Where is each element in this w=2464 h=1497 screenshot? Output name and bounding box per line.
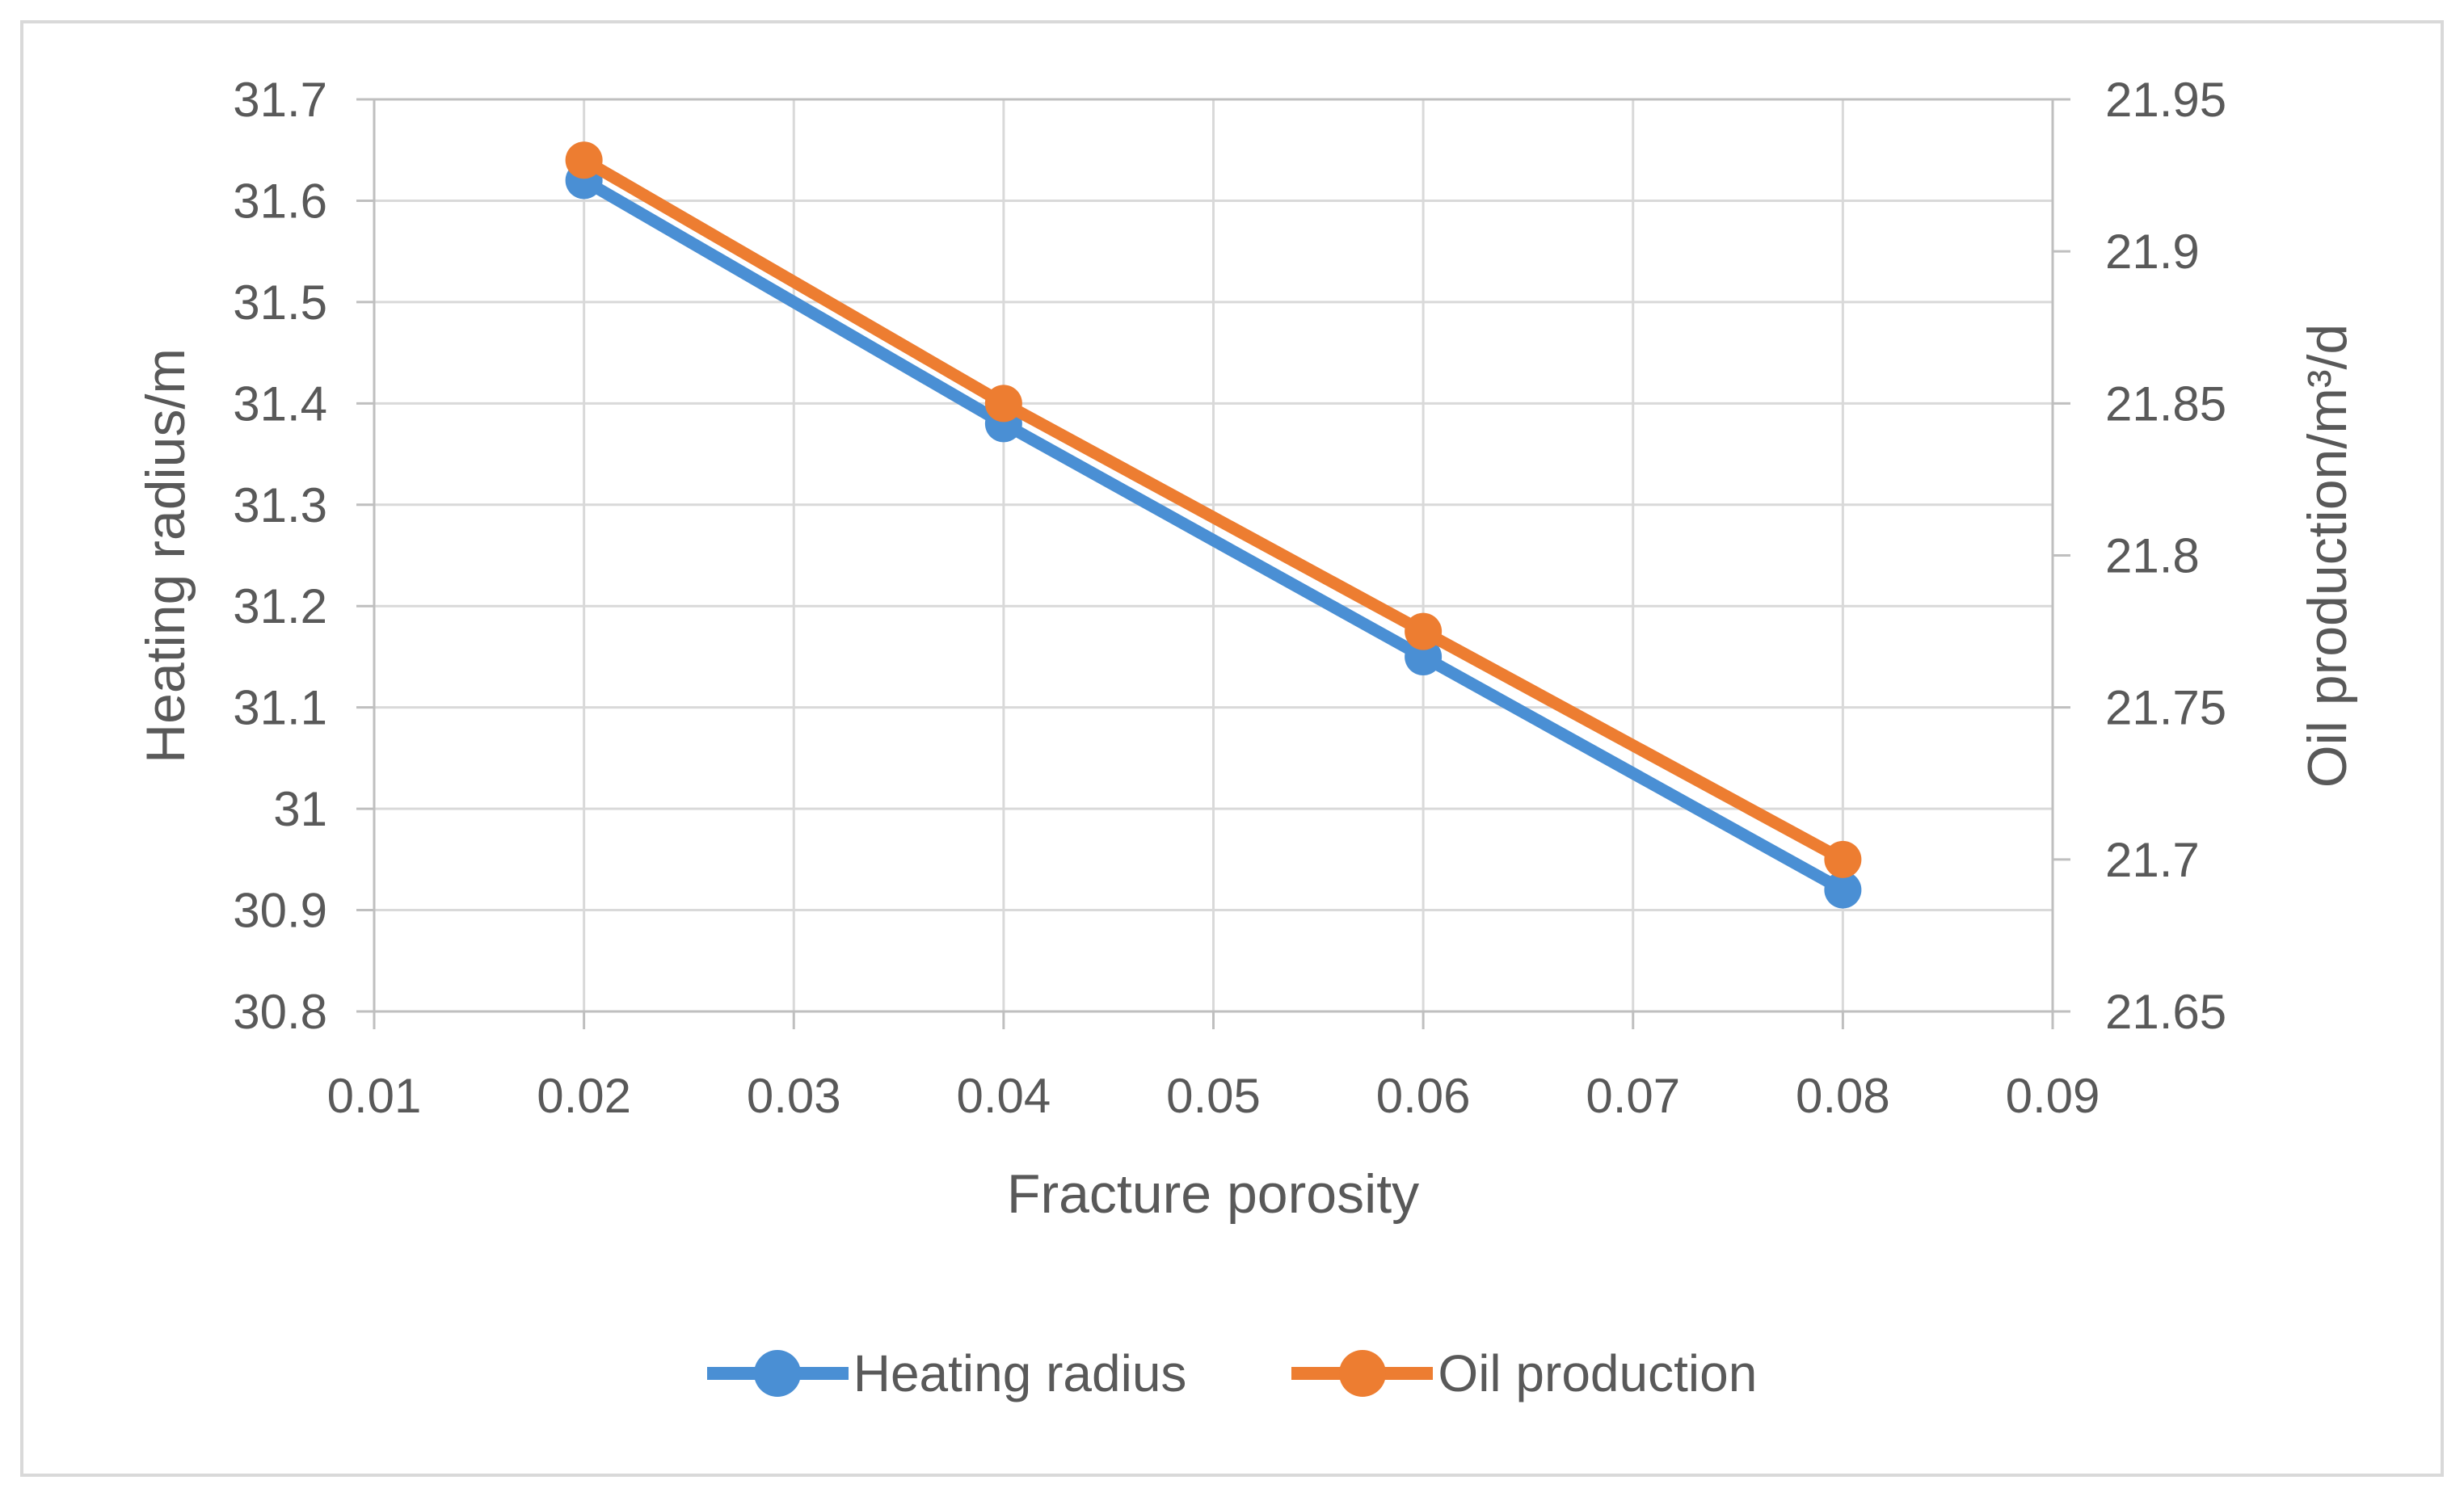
axis-tick-marks (356, 98, 2070, 1029)
series-oil-production-marker (1405, 612, 1443, 650)
y-left-tick-label: 30.8 (233, 985, 327, 1039)
legend-item-oil-production: Oil production (1291, 1348, 1757, 1399)
y-right-tick-label: 21.9 (2105, 225, 2200, 279)
oil-production-legend-marker (1291, 1350, 1434, 1397)
y-left-tick-label: 31.6 (233, 174, 327, 228)
x-tick-labels: 0.01 0.02 0.03 0.04 0.05 0.06 0.07 0.08 0.09 (327, 1069, 2100, 1123)
x-tick-label: 0.01 (327, 1069, 422, 1123)
gridlines (373, 98, 2054, 1013)
legend-label-heating-radius: Heating radius (853, 1344, 1187, 1402)
oil-production-legend-dot-icon (1338, 1350, 1386, 1397)
legend-label-oil-production: Oil production (1438, 1344, 1758, 1402)
y-right-tick-label: 21.75 (2105, 681, 2226, 735)
right-y-axis-title: Oil production/m³/d (2297, 323, 2358, 788)
y-left-tick-label: 31.5 (233, 275, 327, 330)
y-left-tick-label: 31.4 (233, 376, 327, 431)
y-left-tick-label: 31.3 (233, 478, 327, 532)
x-tick-label: 0.09 (2006, 1069, 2100, 1123)
series-oil-production (565, 141, 1862, 878)
y-left-tick-label: 31.7 (233, 73, 327, 127)
series-oil-production-marker (1824, 840, 1862, 878)
y-right-tick-label: 21.7 (2105, 833, 2200, 887)
x-tick-label: 0.08 (1796, 1069, 1890, 1123)
x-tick-label: 0.03 (747, 1069, 841, 1123)
series-heating-radius-marker (1824, 871, 1862, 909)
y-left-tick-labels: 31.7 31.6 31.5 31.4 31.3 31.2 31.1 31 30.9 30.8 (233, 73, 327, 1039)
x-tick-label: 0.06 (1376, 1069, 1471, 1123)
x-tick-label: 0.02 (537, 1069, 631, 1123)
y-right-tick-label: 21.95 (2105, 73, 2226, 127)
heating-radius-legend-dot-icon (754, 1350, 802, 1397)
left-y-axis-title: Heating radius/m (135, 347, 196, 764)
x-tick-label: 0.07 (1586, 1069, 1680, 1123)
legend-item-heating-radius: Heating radius (706, 1344, 1187, 1402)
y-right-tick-label: 21.65 (2105, 985, 2226, 1039)
x-tick-label: 0.04 (956, 1069, 1051, 1123)
y-right-tick-label: 21.8 (2105, 529, 2200, 583)
y-left-tick-label: 31.2 (233, 579, 327, 633)
y-left-tick-label: 30.9 (233, 884, 327, 938)
y-right-tick-label: 21.85 (2105, 376, 2226, 431)
x-tick-label: 0.05 (1166, 1069, 1261, 1123)
series-oil-production-marker (565, 141, 603, 179)
series-oil-production-marker (984, 385, 1022, 423)
legend: Heating radius Oil production (0, 1325, 2464, 1422)
y-left-tick-label: 31.1 (233, 681, 327, 735)
x-axis-title: Fracture porosity (1006, 1163, 1420, 1225)
y-left-tick-label: 31 (273, 782, 327, 836)
series-oil-production-line (578, 153, 1849, 866)
y-right-tick-labels: 21.95 21.9 21.85 21.8 21.75 21.7 21.65 (2105, 73, 2226, 1039)
series-heating-radius-line (578, 174, 1849, 896)
heating-radius-legend-marker (706, 1350, 849, 1397)
